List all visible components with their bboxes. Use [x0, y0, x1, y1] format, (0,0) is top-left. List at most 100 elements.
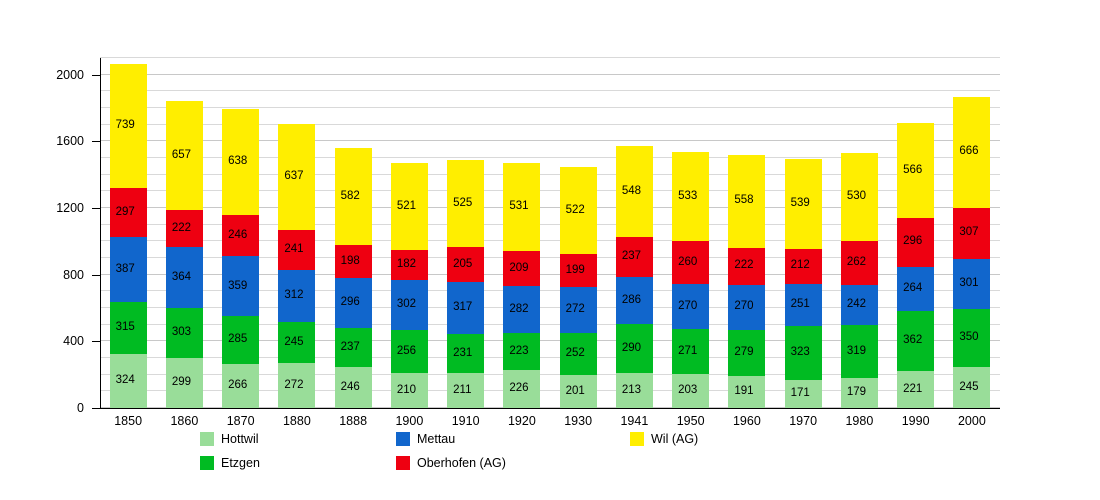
bar-group[interactable]: 299 303 364 222 657	[165, 58, 203, 408]
bar-segment[interactable]: 323	[784, 325, 822, 380]
bar-segment[interactable]: 531	[503, 162, 541, 252]
bar-segment[interactable]: 222	[728, 247, 766, 285]
stacked-bar[interactable]: 171 323 251 212 539	[784, 158, 822, 408]
bar-segment[interactable]: 666	[953, 96, 991, 208]
stacked-bar[interactable]: 211 231 317 205 525	[447, 159, 485, 408]
bar-segment[interactable]: 279	[728, 329, 766, 377]
legend-item[interactable]: Hottwil	[200, 432, 259, 446]
bar-segment[interactable]: 301	[953, 258, 991, 309]
bar-segment[interactable]: 297	[109, 187, 147, 237]
bar-segment[interactable]: 242	[840, 284, 878, 326]
bar-segment[interactable]: 210	[390, 373, 428, 408]
stacked-bar[interactable]: 299 303 364 222 657	[165, 100, 203, 408]
bar-segment[interactable]: 241	[278, 229, 316, 270]
bar-segment[interactable]: 179	[840, 378, 878, 408]
bar-group[interactable]: 324 315 387 297 739	[109, 58, 147, 408]
bar-segment[interactable]: 296	[334, 278, 372, 328]
bar-group[interactable]: 191 279 270 222 558	[728, 58, 766, 408]
bar-segment[interactable]: 203	[672, 374, 710, 408]
bar-segment[interactable]: 272	[278, 362, 316, 408]
bar-segment[interactable]: 246	[334, 367, 372, 408]
legend-item[interactable]: Wil (AG)	[630, 432, 698, 446]
stacked-bar[interactable]: 266 285 359 246 638	[222, 109, 260, 408]
bar-segment[interactable]: 285	[222, 316, 260, 364]
bar-segment[interactable]: 205	[447, 247, 485, 282]
bar-segment[interactable]: 315	[109, 301, 147, 354]
bar-segment[interactable]: 530	[840, 152, 878, 242]
bar-group[interactable]: 246 237 296 198 582	[334, 58, 372, 408]
bar-segment[interactable]: 270	[672, 284, 710, 330]
bar-segment[interactable]: 182	[390, 249, 428, 281]
bar-segment[interactable]: 522	[559, 167, 597, 255]
bar-segment[interactable]: 525	[447, 159, 485, 248]
bar-segment[interactable]: 350	[953, 308, 991, 368]
bar-segment[interactable]: 299	[165, 358, 203, 408]
bar-segment[interactable]: 290	[615, 324, 653, 373]
bar-segment[interactable]: 266	[222, 363, 260, 408]
bar-segment[interactable]: 319	[840, 325, 878, 379]
bar-group[interactable]: 203 271 270 260 533	[672, 58, 710, 408]
legend-item[interactable]: Etzgen	[200, 456, 260, 470]
bar-segment[interactable]: 657	[165, 100, 203, 211]
bar-segment[interactable]: 362	[897, 310, 935, 372]
bar-segment[interactable]: 264	[897, 266, 935, 311]
stacked-bar[interactable]: 210 256 302 182 521	[390, 162, 428, 408]
bar-segment[interactable]: 312	[278, 269, 316, 322]
bar-segment[interactable]: 387	[109, 237, 147, 302]
bar-segment[interactable]: 221	[897, 371, 935, 408]
bar-segment[interactable]: 223	[503, 333, 541, 371]
bar-segment[interactable]: 317	[447, 281, 485, 335]
stacked-bar[interactable]: 246 237 296 198 582	[334, 148, 372, 408]
bar-segment[interactable]: 539	[784, 158, 822, 249]
bar-segment[interactable]: 364	[165, 247, 203, 308]
bar-segment[interactable]: 548	[615, 145, 653, 238]
bar-segment[interactable]: 270	[728, 284, 766, 330]
bar-group[interactable]: 179 319 242 262 530	[840, 58, 878, 408]
bar-segment[interactable]: 245	[953, 367, 991, 408]
stacked-bar[interactable]: 226 223 282 209 531	[503, 162, 541, 408]
bar-segment[interactable]: 252	[559, 332, 597, 375]
bar-segment[interactable]: 558	[728, 154, 766, 248]
bar-group[interactable]: 221 362 264 296 566	[897, 58, 935, 408]
stacked-bar[interactable]: 324 315 387 297 739	[109, 64, 147, 408]
bar-segment[interactable]: 582	[334, 148, 372, 246]
bar-segment[interactable]: 302	[390, 280, 428, 331]
stacked-bar[interactable]: 201 252 272 199 522	[559, 167, 597, 408]
bar-segment[interactable]: 324	[109, 354, 147, 408]
stacked-bar[interactable]: 245 350 301 307 666	[953, 96, 991, 408]
bar-segment[interactable]: 307	[953, 207, 991, 259]
bar-segment[interactable]: 209	[503, 251, 541, 287]
bar-segment[interactable]: 271	[672, 329, 710, 375]
bar-group[interactable]: 171 323 251 212 539	[784, 58, 822, 408]
legend-item[interactable]: Mettau	[396, 432, 455, 446]
bar-group[interactable]: 266 285 359 246 638	[222, 58, 260, 408]
bar-group[interactable]: 201 252 272 199 522	[559, 58, 597, 408]
bar-segment[interactable]: 260	[672, 240, 710, 285]
bar-segment[interactable]: 198	[334, 245, 372, 279]
bar-segment[interactable]: 212	[784, 248, 822, 284]
bar-segment[interactable]: 251	[784, 283, 822, 326]
bar-segment[interactable]: 272	[559, 287, 597, 333]
bar-segment[interactable]: 286	[615, 276, 653, 325]
stacked-bar[interactable]: 213 290 286 237 548	[615, 145, 653, 408]
bar-segment[interactable]: 739	[109, 64, 147, 188]
bar-segment[interactable]: 246	[222, 215, 260, 257]
bar-group[interactable]: 245 350 301 307 666	[953, 58, 991, 408]
bar-segment[interactable]: 359	[222, 256, 260, 317]
bar-segment[interactable]: 303	[165, 307, 203, 359]
bar-segment[interactable]: 296	[897, 217, 935, 267]
bar-segment[interactable]: 237	[334, 327, 372, 367]
bar-segment[interactable]: 222	[165, 210, 203, 248]
bar-segment[interactable]: 262	[840, 241, 878, 285]
bar-group[interactable]: 211 231 317 205 525	[447, 58, 485, 408]
bar-segment[interactable]: 231	[447, 334, 485, 373]
bar-segment[interactable]: 566	[897, 123, 935, 218]
bar-group[interactable]: 210 256 302 182 521	[390, 58, 428, 408]
bar-segment[interactable]: 213	[615, 372, 653, 408]
bar-group[interactable]: 272 245 312 241 637	[278, 58, 316, 408]
stacked-bar[interactable]: 203 271 270 260 533	[672, 151, 710, 408]
bar-group[interactable]: 226 223 282 209 531	[503, 58, 541, 408]
bar-segment[interactable]: 282	[503, 286, 541, 334]
bar-segment[interactable]: 199	[559, 254, 597, 288]
bar-segment[interactable]: 226	[503, 370, 541, 408]
